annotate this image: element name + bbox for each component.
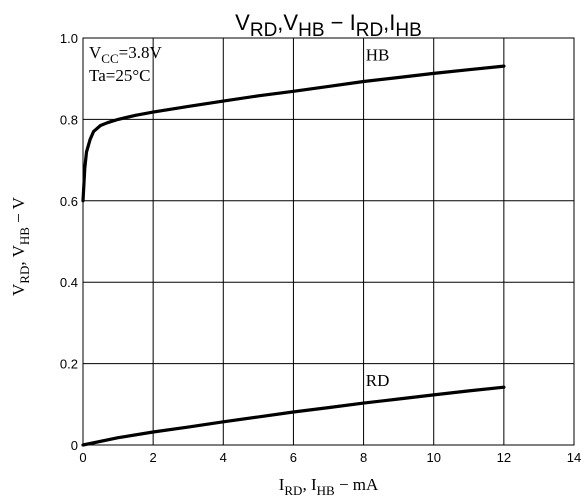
x-tick-labels: 0 2 4 6 8 10 12 14 xyxy=(79,450,581,465)
curves xyxy=(81,64,506,447)
x-axis-label: IRD​, IHB​ − mA xyxy=(279,475,379,498)
y-tick-label: 0.6 xyxy=(60,194,78,209)
x-tick-label: 4 xyxy=(220,450,227,465)
x-tick-label: 12 xyxy=(497,450,511,465)
condition-line: Ta=25°C xyxy=(89,66,150,85)
labels: HB RD xyxy=(366,45,390,390)
x-tick-label: 14 xyxy=(567,450,581,465)
chart-title: VRD​,VHB​ − IRD​,IHB​ xyxy=(235,10,422,41)
condition-line: VCC=3.8V xyxy=(89,43,162,66)
y-tick-label: 0.2 xyxy=(60,357,78,372)
y-axis-label: VRD​, VHB​ − V xyxy=(9,196,32,296)
x-tick-label: 10 xyxy=(426,450,440,465)
grid xyxy=(83,38,574,445)
y-tick-labels: 0 0.2 0.4 0.6 0.8 1.0 xyxy=(60,31,78,453)
x-tick-label: 6 xyxy=(290,450,297,465)
x-tick-label: 0 xyxy=(79,450,86,465)
series-hb-line xyxy=(81,64,506,203)
y-tick-label: 1.0 xyxy=(60,31,78,46)
plot-frame xyxy=(82,37,575,446)
series-label-hb: HB xyxy=(366,45,390,64)
series-label-rd: RD xyxy=(366,371,390,390)
y-tick-label: 0 xyxy=(71,438,78,453)
y-tick-label: 0.8 xyxy=(60,112,78,127)
y-tick-label: 0.4 xyxy=(60,275,78,290)
series-rd-line xyxy=(81,385,506,447)
x-tick-label: 8 xyxy=(360,450,367,465)
x-tick-label: 2 xyxy=(150,450,157,465)
